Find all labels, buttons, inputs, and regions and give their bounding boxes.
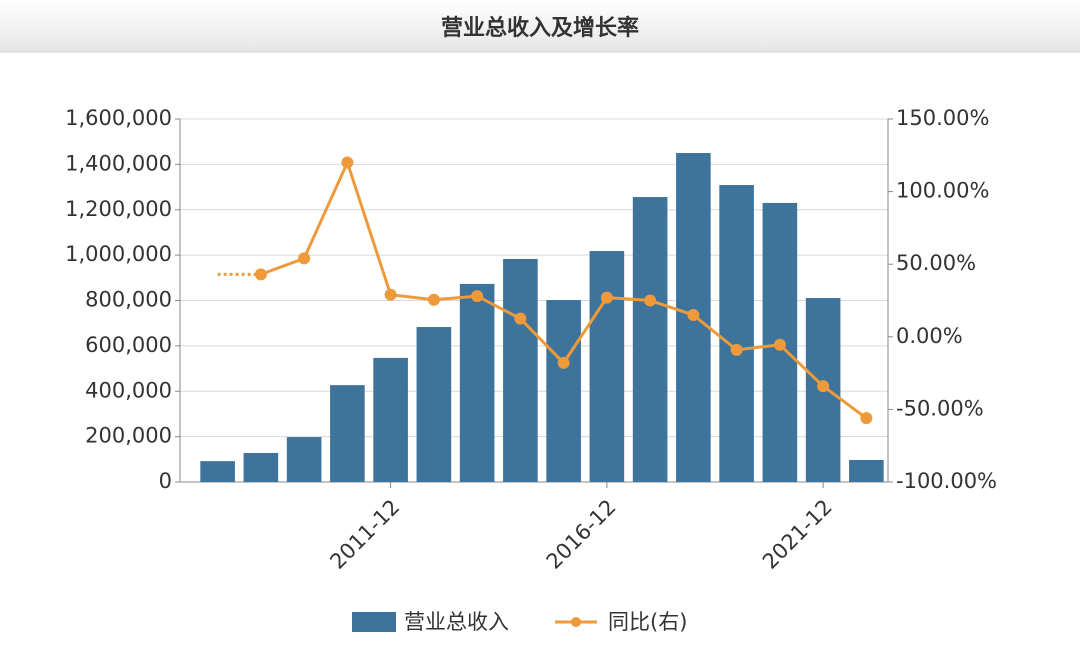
line-point [860, 412, 873, 425]
y-tick-label: 1,600,000 [65, 106, 172, 130]
y-tick-label: 800,000 [85, 288, 172, 312]
legend-swatch [352, 612, 396, 632]
y2-tick-label: 0.00% [896, 324, 963, 348]
line-point [773, 338, 786, 351]
x-tick-label: 2016-12 [542, 495, 621, 574]
y-tick-label: 1,400,000 [65, 151, 172, 175]
bar [243, 452, 279, 482]
chart-title: 营业总收入及增长率 [441, 15, 639, 41]
line-point [687, 309, 700, 322]
line-point [298, 252, 311, 265]
bar [719, 185, 754, 482]
line-point [427, 293, 440, 306]
y2-tick-label: -50.00% [896, 396, 984, 420]
line-point [471, 290, 484, 303]
header [0, 0, 1080, 52]
bar [546, 300, 581, 482]
legend-label: 营业总收入 [404, 610, 509, 634]
x-tick-label: 2021-12 [758, 495, 837, 574]
line-point [341, 156, 354, 169]
x-tick-label: 2011-12 [325, 495, 404, 574]
bar [589, 251, 625, 482]
bar [459, 283, 495, 482]
line-point [557, 356, 570, 369]
y-tick-label: 600,000 [85, 333, 172, 357]
line-point [514, 312, 527, 325]
bar [416, 327, 452, 482]
y-tick-label: 200,000 [85, 424, 172, 448]
y2-tick-label: -100.00% [896, 469, 997, 493]
bar [373, 357, 408, 482]
bar [849, 459, 884, 482]
y2-tick-label: 50.00% [896, 251, 976, 275]
line-point [600, 291, 613, 304]
y2-tick-label: 150.00% [896, 106, 989, 130]
line-point [817, 380, 830, 393]
y2-tick-label: 100.00% [896, 179, 989, 203]
bar [503, 258, 538, 482]
line-point [644, 294, 657, 307]
bar [286, 437, 322, 482]
line-point [384, 288, 397, 301]
y-tick-label: 1,200,000 [65, 197, 172, 221]
y-tick-label: 0 [159, 469, 172, 493]
y-tick-label: 1,000,000 [65, 242, 172, 266]
bar [330, 385, 365, 482]
bar [200, 461, 235, 482]
legend-dot [571, 617, 581, 627]
bar [632, 197, 668, 483]
legend-label: 同比(右) [608, 610, 687, 634]
y-tick-label: 400,000 [85, 378, 172, 402]
line-point [254, 268, 267, 281]
line-point [730, 343, 743, 356]
